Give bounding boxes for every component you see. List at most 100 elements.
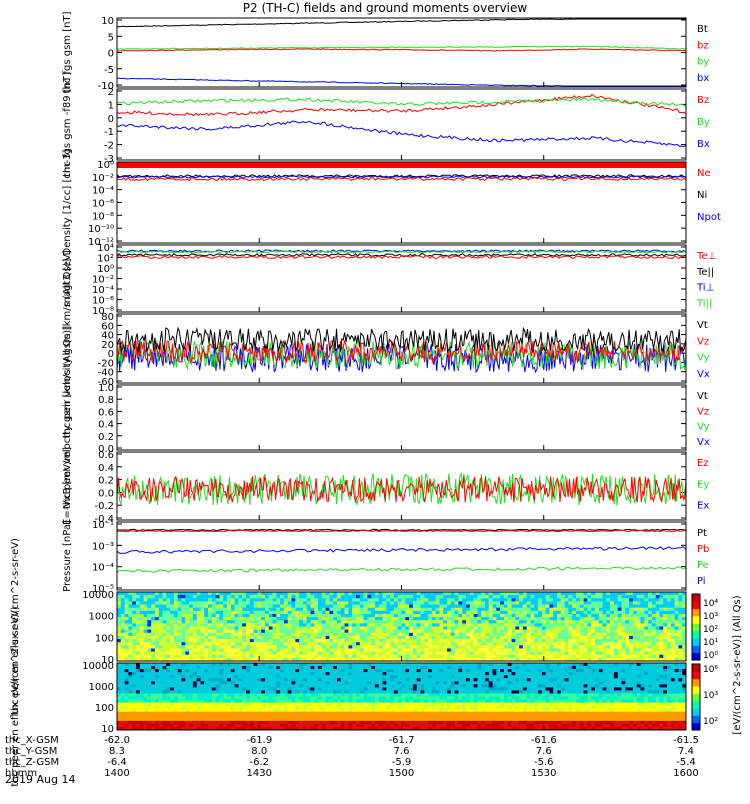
heatmap-cell [212, 663, 216, 666]
heatmap-cell [591, 598, 595, 602]
heatmap-cell [333, 608, 337, 612]
heatmap-cell [629, 687, 633, 690]
heatmap-cell [512, 623, 516, 627]
heatmap-cell [580, 633, 584, 637]
heatmap-cell [261, 666, 265, 669]
heatmap-cell [489, 608, 493, 612]
heatmap-cell [629, 655, 633, 659]
heatmap-cell [238, 678, 242, 681]
heatmap-cell [447, 645, 451, 649]
ytick-label: 10⁴ [97, 243, 114, 254]
heatmap-cell [212, 633, 216, 637]
heatmap-cell [549, 605, 553, 609]
heatmap-cell [606, 639, 610, 643]
heatmap-cell [644, 592, 648, 596]
heatmap-cell [265, 687, 269, 690]
heatmap-cell [462, 663, 466, 666]
heatmap-cell [356, 630, 360, 634]
heatmap-cell [311, 687, 315, 690]
heatmap-cell [580, 675, 584, 678]
heatmap-cell [553, 630, 557, 634]
heatmap-cell [458, 627, 462, 631]
heatmap-cell [496, 623, 500, 627]
heatmap-cell [413, 663, 417, 666]
heatmap-cell [288, 642, 292, 646]
heatmap-cell [394, 684, 398, 687]
heatmap-cell [512, 598, 516, 602]
heatmap-cell [489, 598, 493, 602]
heatmap-cell [125, 666, 129, 669]
heatmap-cell [553, 678, 557, 681]
heatmap-cell [443, 666, 447, 669]
heatmap-cell [280, 663, 284, 666]
heatmap-cell [561, 655, 565, 659]
heatmap-cell [216, 672, 220, 675]
heatmap-cell [333, 687, 337, 690]
heatmap-cell [178, 666, 182, 669]
heatmap-cell [265, 605, 269, 609]
heatmap-cell [625, 687, 629, 690]
heatmap-cell [455, 639, 459, 643]
heatmap-cell [641, 620, 645, 624]
heatmap-cell [546, 675, 550, 678]
heatmap-cell [383, 645, 387, 649]
heatmap-cell [352, 617, 356, 621]
heatmap-cell [383, 627, 387, 631]
heatmap-cell [299, 678, 303, 681]
heatmap-cell [299, 666, 303, 669]
heatmap-cell [178, 614, 182, 618]
heatmap-cell [326, 608, 330, 612]
heatmap-cell [485, 605, 489, 609]
heatmap-cell [675, 611, 679, 615]
heatmap-cell [379, 675, 383, 678]
heatmap-cell [288, 595, 292, 599]
heatmap-cell [489, 614, 493, 618]
heatmap-cell [428, 669, 432, 672]
heatmap-cell [549, 617, 553, 621]
heatmap-cell [223, 684, 227, 687]
heatmap-cell [553, 672, 557, 675]
heatmap-cell [398, 598, 402, 602]
heatmap-cell [201, 636, 205, 640]
heatmap-cell [481, 681, 485, 684]
heatmap-cell [261, 678, 265, 681]
heatmap-cell [432, 608, 436, 612]
heatmap-cell [477, 675, 481, 678]
heatmap-cell [599, 663, 603, 666]
heatmap-cell [462, 678, 466, 681]
heatmap-cell [451, 669, 455, 672]
heatmap-cell [534, 620, 538, 624]
heatmap-cell [292, 669, 296, 672]
heatmap-cell [159, 617, 163, 621]
heatmap-cell [295, 684, 299, 687]
heatmap-cell [216, 608, 220, 612]
heatmap-cell [265, 633, 269, 637]
heatmap-cell [496, 669, 500, 672]
ytick-label: 0.6 [98, 407, 114, 418]
heatmap-cell [371, 617, 375, 621]
heatmap-cell [527, 605, 531, 609]
heatmap-cell [515, 605, 519, 609]
heatmap-cell [155, 690, 159, 693]
heatmap-cell [254, 611, 258, 615]
heatmap-cell [288, 681, 292, 684]
heatmap-cell [606, 598, 610, 602]
heatmap-cell [565, 633, 569, 637]
heatmap-cell [614, 645, 618, 649]
heatmap-cell [371, 611, 375, 615]
heatmap-cell [284, 623, 288, 627]
heatmap-cell [568, 595, 572, 599]
heatmap-cell [474, 601, 478, 605]
heatmap-cell [204, 681, 208, 684]
heatmap-cell [675, 642, 679, 646]
heatmap-cell [455, 636, 459, 640]
heatmap-cell [587, 601, 591, 605]
heatmap-cell [280, 642, 284, 646]
heatmap-cell [527, 678, 531, 681]
heatmap-cell [238, 663, 242, 666]
heatmap-cell [348, 687, 352, 690]
heatmap-cell [345, 623, 349, 627]
heatmap-cell [182, 633, 186, 637]
heatmap-cell [299, 595, 303, 599]
heatmap-cell [489, 623, 493, 627]
